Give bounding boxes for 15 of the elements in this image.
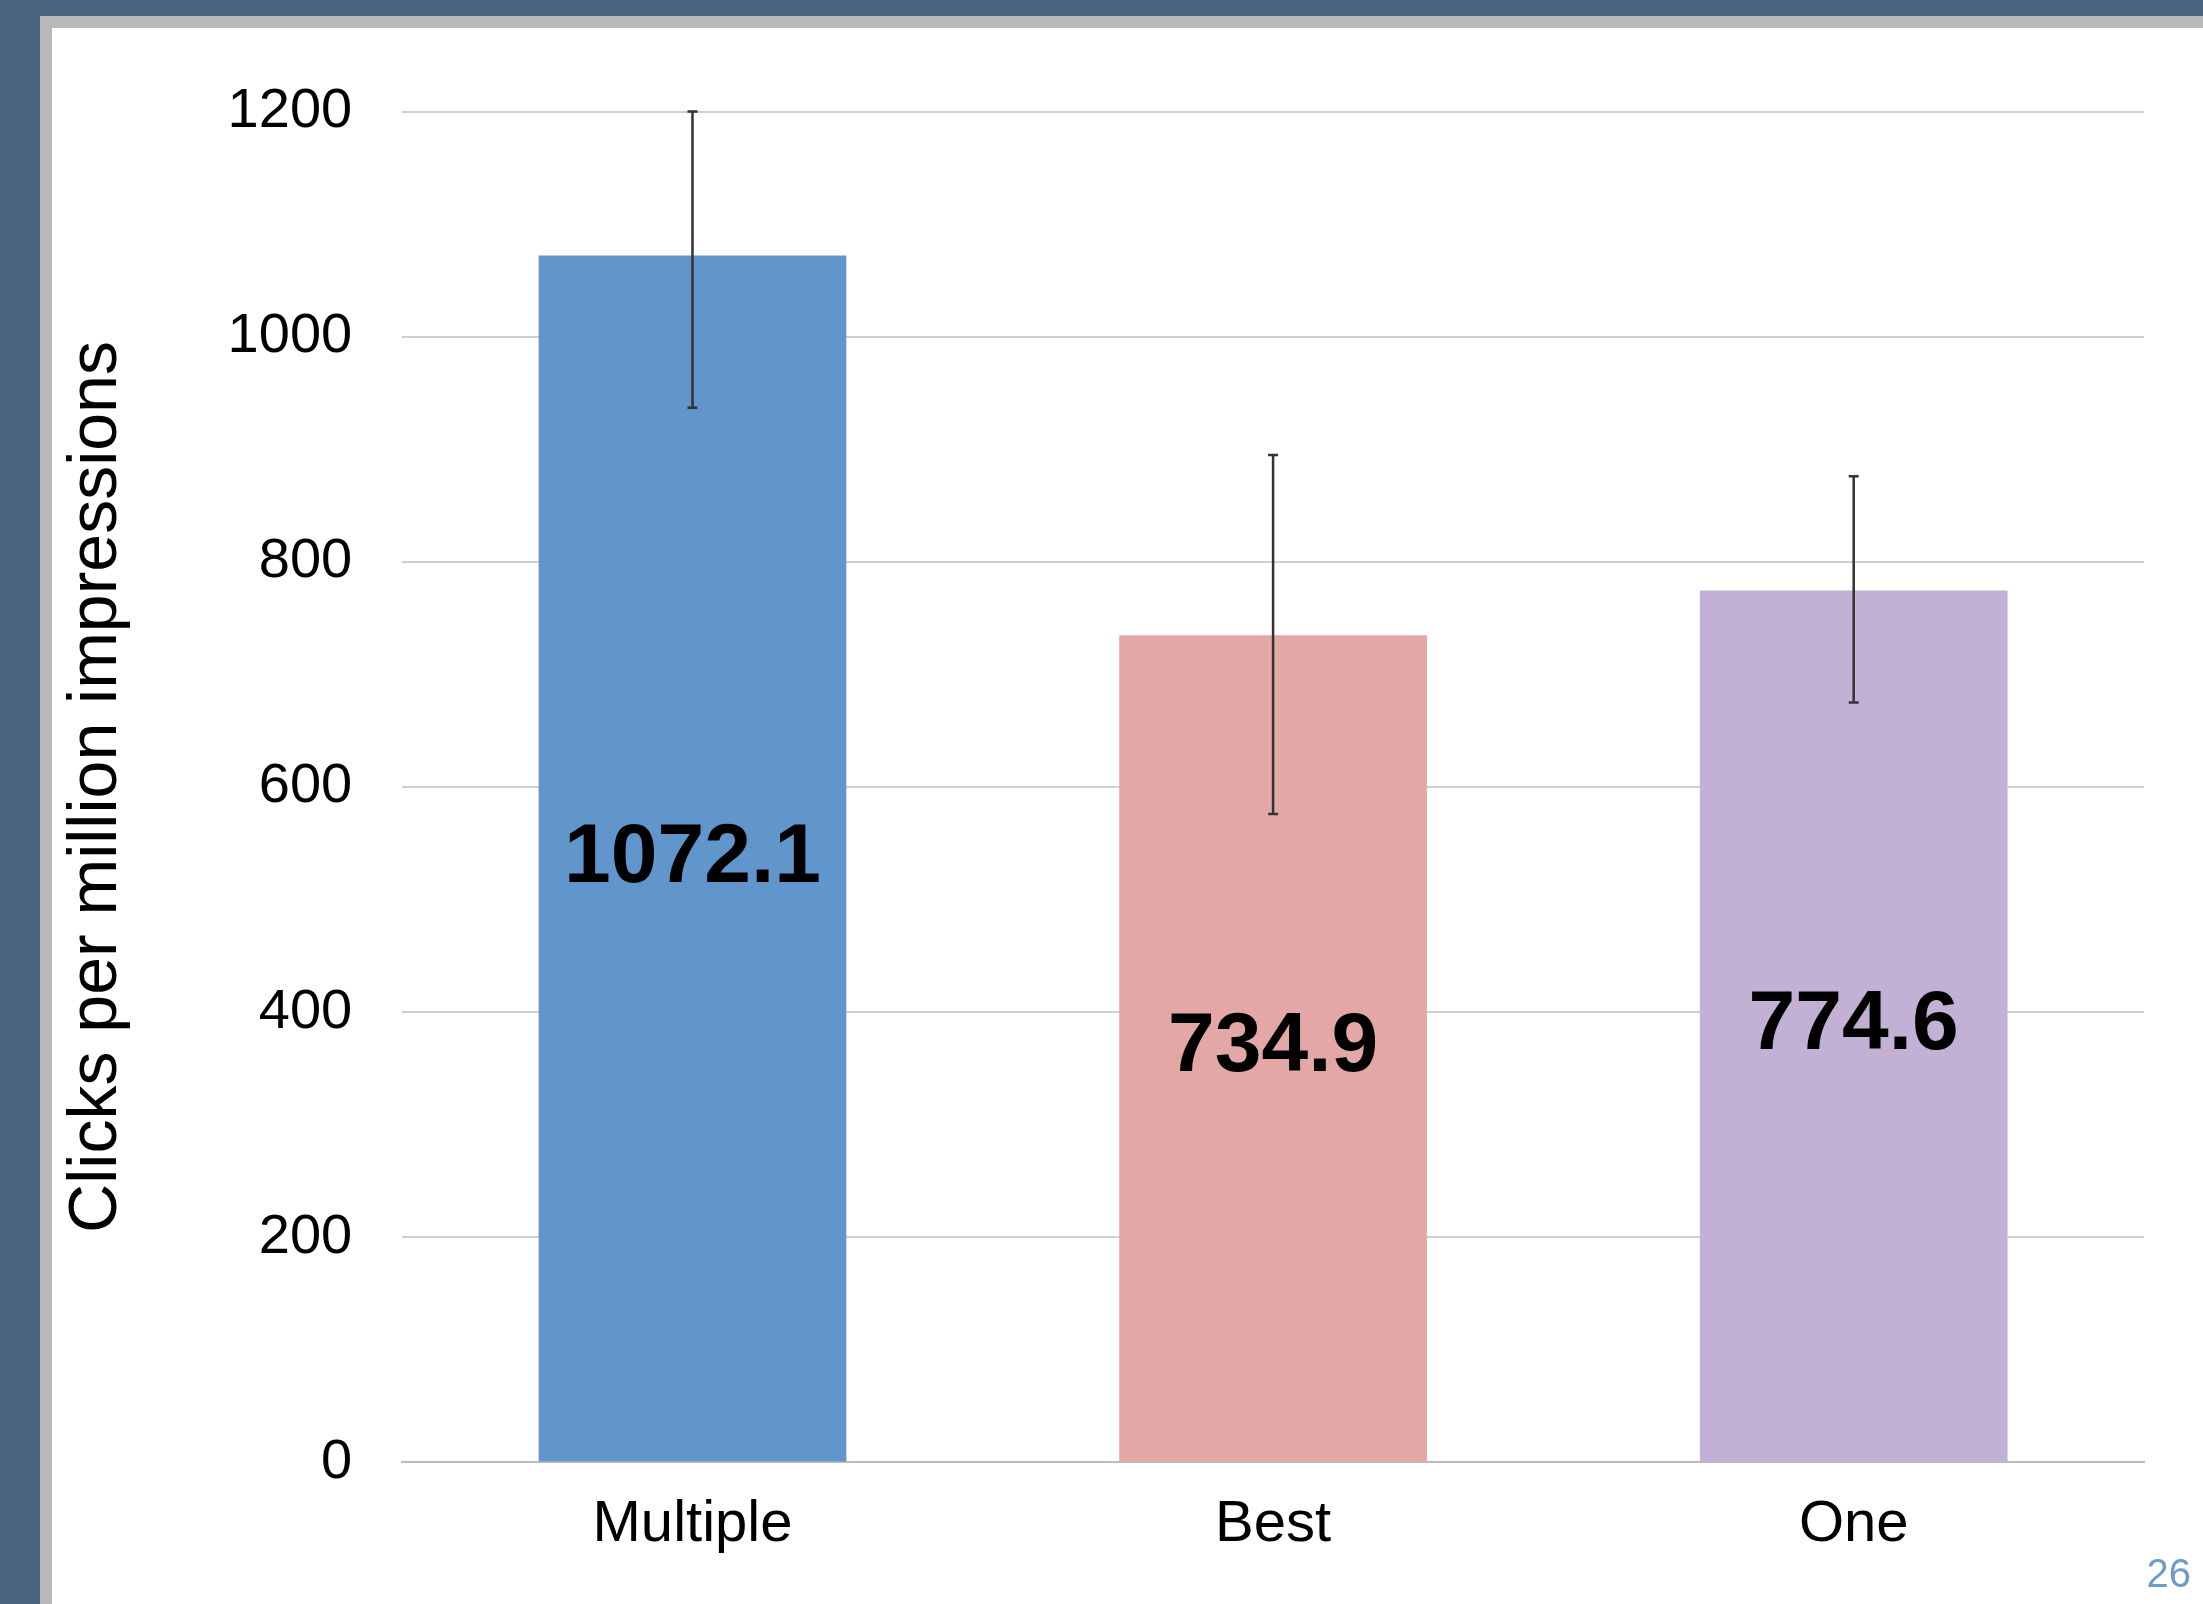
data-label: 734.9: [1167, 995, 1379, 1090]
y-tick-label: 200: [258, 1201, 353, 1265]
text: 26: [2146, 1551, 2191, 1596]
y-tick-label: 1200: [227, 76, 353, 140]
x-tick-label: Best: [1215, 1488, 1332, 1554]
y-tick-label: 400: [258, 976, 353, 1040]
y-tick-label: 0: [321, 1426, 353, 1490]
y-tick-label: 800: [258, 526, 353, 590]
y-tick-label: 600: [258, 751, 353, 815]
y-tick-label: 1000: [227, 301, 353, 365]
x-tick-label: One: [1798, 1488, 1909, 1554]
data-label: 774.6: [1748, 973, 1959, 1068]
data-label: 1072.1: [564, 805, 821, 900]
x-tick-label: Multiple: [592, 1488, 793, 1554]
y-axis-title: Clicks per million impressions: [53, 341, 130, 1233]
